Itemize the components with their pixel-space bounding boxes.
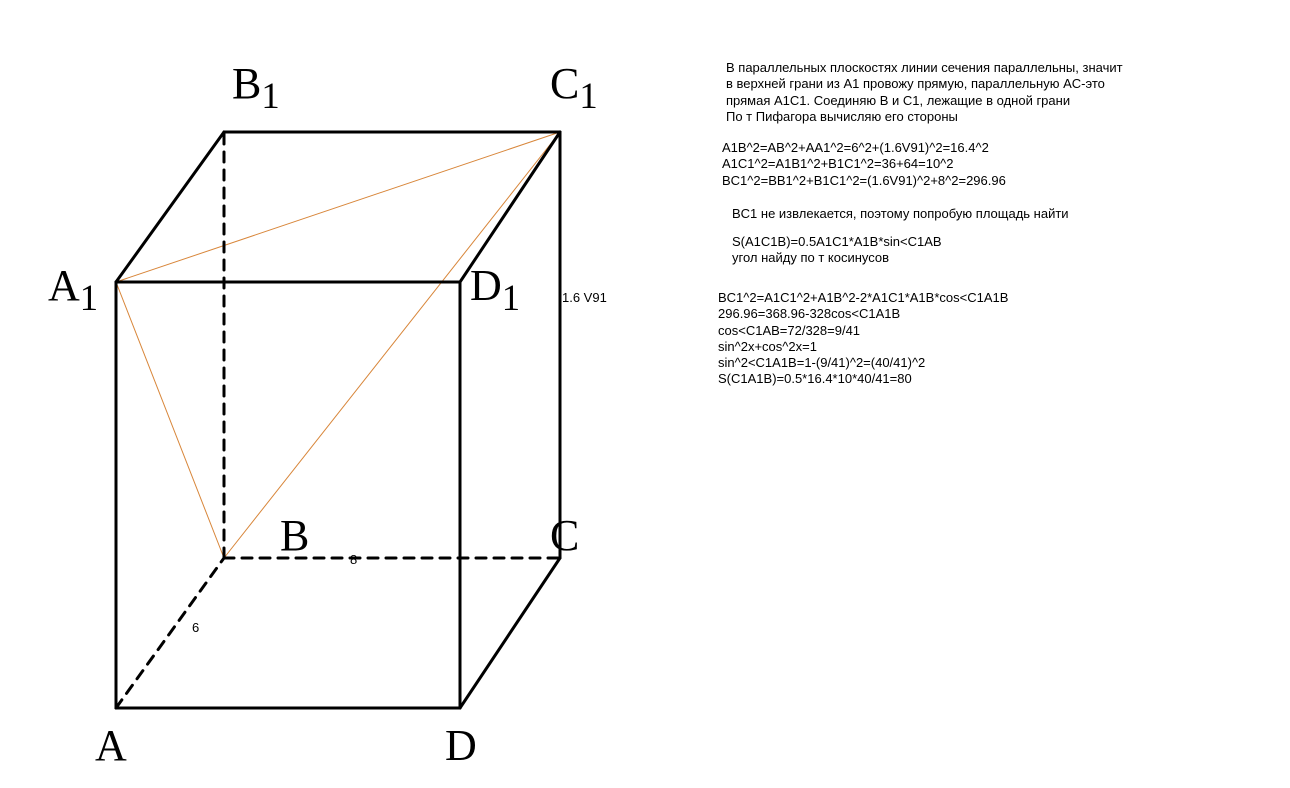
dim-ab: 6 xyxy=(192,620,199,635)
label-B: B xyxy=(280,510,309,561)
solution-p5: BC1^2=A1C1^2+A1B^2-2*A1C1*A1B*cos<C1A1B … xyxy=(718,290,1008,388)
solution-p2: A1B^2=AB^2+AA1^2=6^2+(1.6V91)^2=16.4^2 A… xyxy=(722,140,1006,189)
label-C1: C1 xyxy=(550,58,598,117)
label-D1: D1 xyxy=(470,260,520,319)
dim-bc: 8 xyxy=(350,552,357,567)
dim-height: 1.6 V91 xyxy=(562,290,607,305)
solution-p3: BC1 не извлекается, поэтому попробую пло… xyxy=(732,206,1069,222)
label-C: C xyxy=(550,510,579,561)
label-B1: B1 xyxy=(232,58,280,117)
label-A1: A1 xyxy=(48,260,98,319)
label-D: D xyxy=(445,720,477,771)
solution-p1: В параллельных плоскостях линии сечения … xyxy=(726,60,1123,125)
label-A: A xyxy=(95,720,127,771)
solution-p4: S(A1C1B)=0.5A1C1*A1B*sin<C1AB угол найду… xyxy=(732,234,942,267)
